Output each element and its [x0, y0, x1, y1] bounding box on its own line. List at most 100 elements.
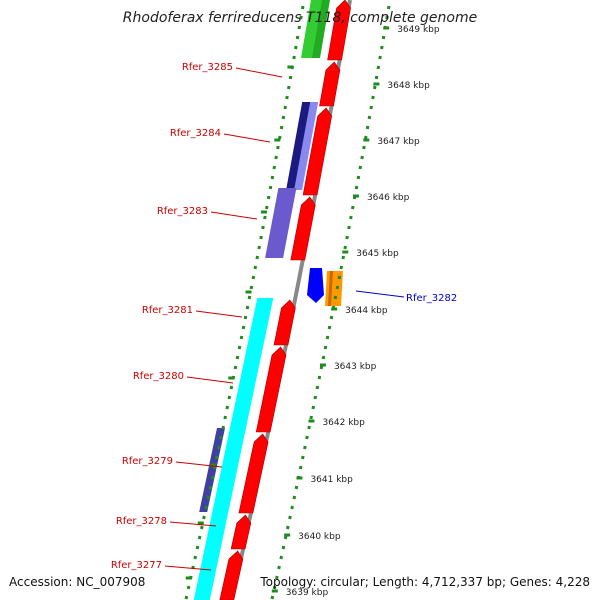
outer-dotted-track [333, 295, 338, 300]
outer-dotted-track [335, 285, 340, 290]
outer-dotted-track [362, 145, 366, 150]
inner-dotted-track [245, 305, 250, 310]
inner-dotted-track [295, 35, 300, 40]
outer-dotted-track [376, 65, 381, 70]
outer-dotted-track [381, 35, 386, 40]
inner-dotted-track [285, 95, 289, 100]
gene-block-cyan [193, 298, 274, 600]
inner-dotted-track [274, 155, 278, 160]
forward-gene-arrow [273, 299, 296, 346]
label-leader-line [169, 521, 217, 527]
label-leader-line [186, 376, 234, 384]
inner-dotted-track [251, 275, 256, 280]
outer-dotted-track [286, 525, 290, 530]
scale-label: 3643 kbp [334, 362, 377, 372]
inner-dotted-track [279, 125, 284, 130]
outer-dotted-track [323, 345, 328, 350]
outer-dotted-track [292, 495, 297, 500]
inner-dotted-track [292, 55, 296, 60]
gene-label: Rfer_3280 [133, 371, 184, 382]
inner-dotted-track [229, 385, 234, 390]
forward-gene-arrow [290, 196, 316, 261]
genome-info-text: Topology: circular; Length: 4,712,337 bp… [260, 575, 590, 589]
inner-dotted-track [257, 245, 261, 250]
outer-dotted-track [385, 15, 389, 20]
label-leader-line [235, 67, 283, 78]
map-title: Rhodoferax ferrireducens T118, complete … [122, 10, 478, 26]
inner-dotted-track [288, 75, 293, 80]
outer-dotted-track [279, 555, 284, 560]
inner-dotted-track [243, 315, 248, 320]
inner-dotted-track [184, 595, 189, 600]
inner-dotted-track [297, 25, 302, 30]
outer-dotted-track [288, 515, 292, 520]
inner-dotted-track [247, 295, 252, 300]
inner-dotted-track [272, 165, 277, 170]
inner-dotted-track [266, 195, 271, 200]
outer-dotted-track [360, 155, 364, 160]
outer-dotted-track [277, 565, 281, 570]
outer-dotted-track [380, 45, 384, 50]
outer-dotted-track [270, 595, 275, 600]
outer-dotted-track [309, 415, 313, 420]
outer-dotted-track [365, 125, 370, 130]
scale-label: 3649 kbp [397, 25, 440, 35]
scale-label: 3646 kbp [367, 193, 410, 203]
outer-dotted-track [327, 325, 332, 330]
inner-dotted-track [206, 495, 211, 500]
inner-dotted-track [268, 185, 273, 190]
gene-block-purple [265, 188, 297, 258]
inner-dotted-track [294, 45, 298, 50]
forward-gene-arrow [319, 61, 341, 107]
forward-gene-arrow [219, 550, 244, 600]
outer-dotted-track [339, 265, 344, 270]
outer-dotted-track [303, 445, 307, 450]
inner-dotted-track [225, 405, 230, 410]
gene-label: Rfer_3284 [170, 128, 221, 139]
forward-gene-arrow [230, 514, 252, 550]
inner-dotted-track [241, 325, 246, 330]
inner-dotted-track [210, 475, 215, 480]
forward-gene-arrow [238, 433, 269, 514]
gene-block-purple [294, 102, 319, 190]
inner-dotted-track [299, 15, 303, 20]
inner-dotted-track [204, 505, 208, 510]
outer-dotted-track [337, 275, 342, 280]
scale-label: 3644 kbp [345, 306, 388, 316]
reverse-gene-orange [328, 271, 333, 306]
inner-dotted-track [255, 255, 260, 260]
outer-dotted-track [349, 215, 353, 220]
reverse-gene-blue [307, 268, 324, 303]
outer-dotted-track [317, 375, 322, 380]
inner-dotted-track [300, 5, 305, 10]
outer-dotted-track [325, 335, 330, 340]
inner-dotted-track [259, 235, 263, 240]
inner-dotted-track [219, 435, 223, 440]
inner-dotted-track [217, 445, 221, 450]
inner-dotted-track [239, 335, 244, 340]
outer-dotted-track [386, 5, 391, 10]
inner-dotted-track [270, 175, 275, 180]
gene-label: Rfer_3282 [406, 293, 457, 304]
inner-dotted-track [249, 285, 254, 290]
outer-dotted-track [345, 235, 349, 240]
gene-label: Rfer_3285 [182, 62, 233, 73]
forward-gene-arrow [327, 0, 351, 61]
inner-dotted-track [186, 585, 191, 590]
gene-label: Rfer_3283 [157, 206, 208, 217]
outer-dotted-track [307, 425, 311, 430]
gene-block-navy [199, 428, 225, 512]
outer-dotted-track [369, 105, 373, 110]
outer-dotted-track [371, 95, 375, 100]
gene-block-green [301, 0, 325, 58]
inner-dotted-track [233, 365, 238, 370]
inner-dotted-track [235, 355, 240, 360]
outer-dotted-track [313, 395, 318, 400]
inner-dotted-track [287, 85, 291, 90]
inner-dotted-track [263, 215, 267, 220]
inner-dotted-track [223, 415, 227, 420]
scale-label: 3648 kbp [387, 81, 430, 91]
label-leader-line [210, 211, 258, 220]
scale-label: 3641 kbp [310, 475, 353, 485]
